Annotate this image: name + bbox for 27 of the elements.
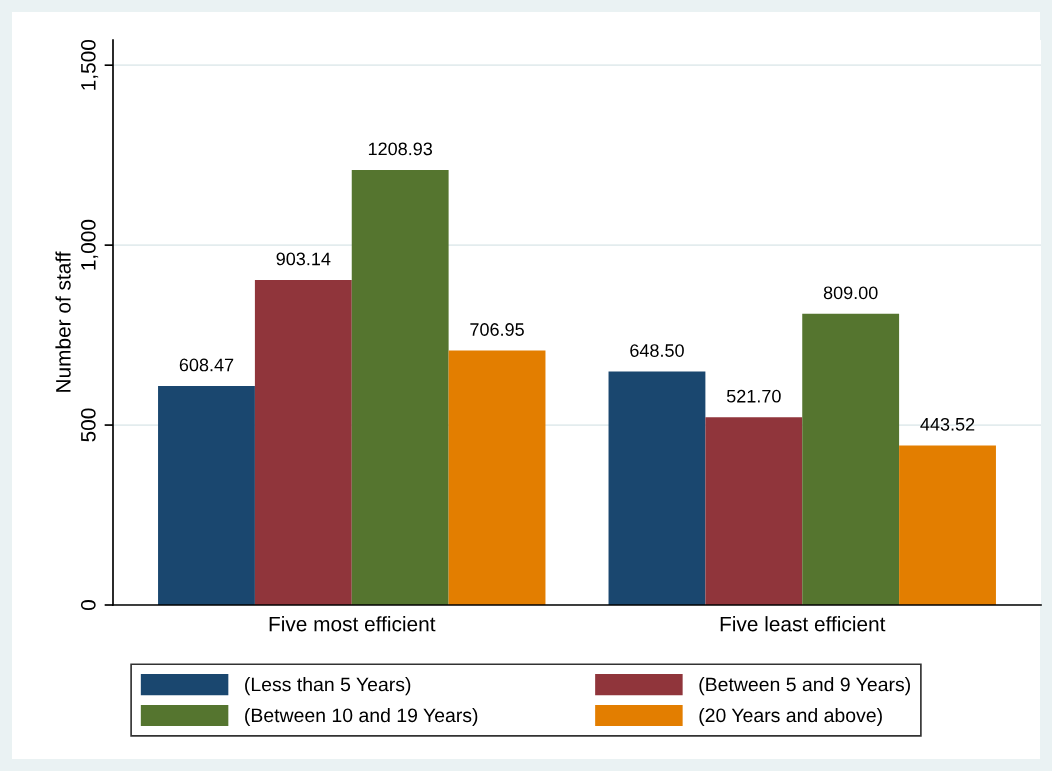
text: 809.00 xyxy=(823,286,878,300)
y-axis-title: Number of staff xyxy=(55,251,71,392)
bar xyxy=(254,279,352,605)
bar xyxy=(899,445,996,605)
bar xyxy=(705,417,803,605)
legend-label: (Between 5 and 9 Years) xyxy=(699,677,910,696)
text: 648.50 xyxy=(630,344,684,357)
text: 1208.93 xyxy=(368,142,433,156)
bar xyxy=(351,169,449,605)
y-tick-label: 0 xyxy=(80,600,96,610)
y-tick-label: 1,500 xyxy=(80,39,99,90)
x-tick-label: Five most efficient xyxy=(269,616,436,632)
y-tick-label: 1,000 xyxy=(80,219,99,270)
x-tick-label: Five least efficient xyxy=(720,616,886,632)
text: 443.52 xyxy=(920,417,975,431)
bar xyxy=(158,386,255,605)
text: 608.47 xyxy=(179,358,234,372)
bar xyxy=(448,350,546,605)
bar xyxy=(802,313,900,605)
text: 521.70 xyxy=(726,389,781,403)
y-tick-label: 500 xyxy=(80,408,96,442)
text: 706.95 xyxy=(470,323,524,336)
legend-label: (20 Years and above) xyxy=(699,707,882,727)
legend-label: (Less than 5 Years) xyxy=(245,677,411,696)
legend-label: (Between 10 and 19 Years) xyxy=(245,707,478,727)
text: 903.14 xyxy=(276,252,331,266)
bar xyxy=(608,371,706,605)
